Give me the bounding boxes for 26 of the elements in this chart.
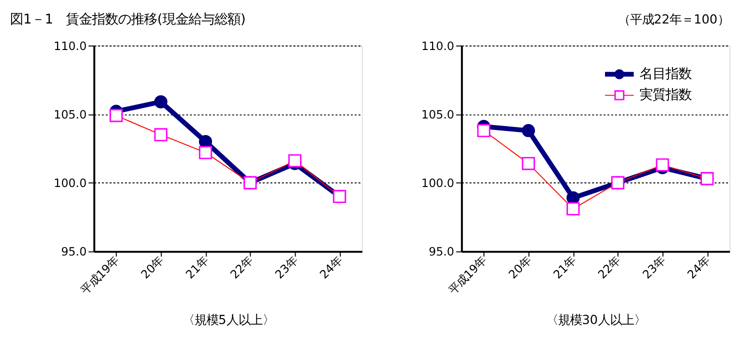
x-tick-label: 23年: [640, 253, 668, 282]
y-tick-label: 100.0: [421, 176, 454, 190]
x-tick-label: 21年: [550, 253, 578, 282]
x-tick-label: 20年: [506, 253, 534, 282]
x-tick-label: 21年: [182, 253, 211, 282]
x-tick-label: 22年: [227, 253, 256, 282]
y-tick-label: 95.0: [61, 244, 87, 259]
x-axis-title: 〈規模5人以上〉: [182, 312, 274, 328]
x-tick-label: 24年: [684, 253, 712, 282]
x-axis-title: 〈規模30人以上〉: [546, 312, 646, 328]
y-tick-label: 105.0: [421, 107, 454, 122]
y-tick-label: 110.0: [54, 38, 87, 53]
y-tick-label: 100.0: [54, 176, 87, 190]
text: （平成22年＝100）: [618, 12, 730, 27]
x-tick-label: 22年: [595, 253, 624, 282]
x-tick-label: 23年: [272, 253, 300, 282]
point: [522, 124, 536, 138]
legend-label: 実質指数: [639, 87, 692, 104]
x-tick-label: 24年: [316, 253, 345, 282]
chart-title: 図1－1 賃金指数の推移(現金給与総額): [10, 12, 246, 28]
point: [154, 95, 168, 108]
y-tick-label: 95.0: [428, 244, 454, 259]
y-tick-label: 105.0: [54, 107, 87, 122]
legend-label: 名目指数: [639, 67, 692, 82]
y-tick-label: 110.0: [421, 38, 454, 53]
x-tick-label: 20年: [138, 253, 166, 282]
